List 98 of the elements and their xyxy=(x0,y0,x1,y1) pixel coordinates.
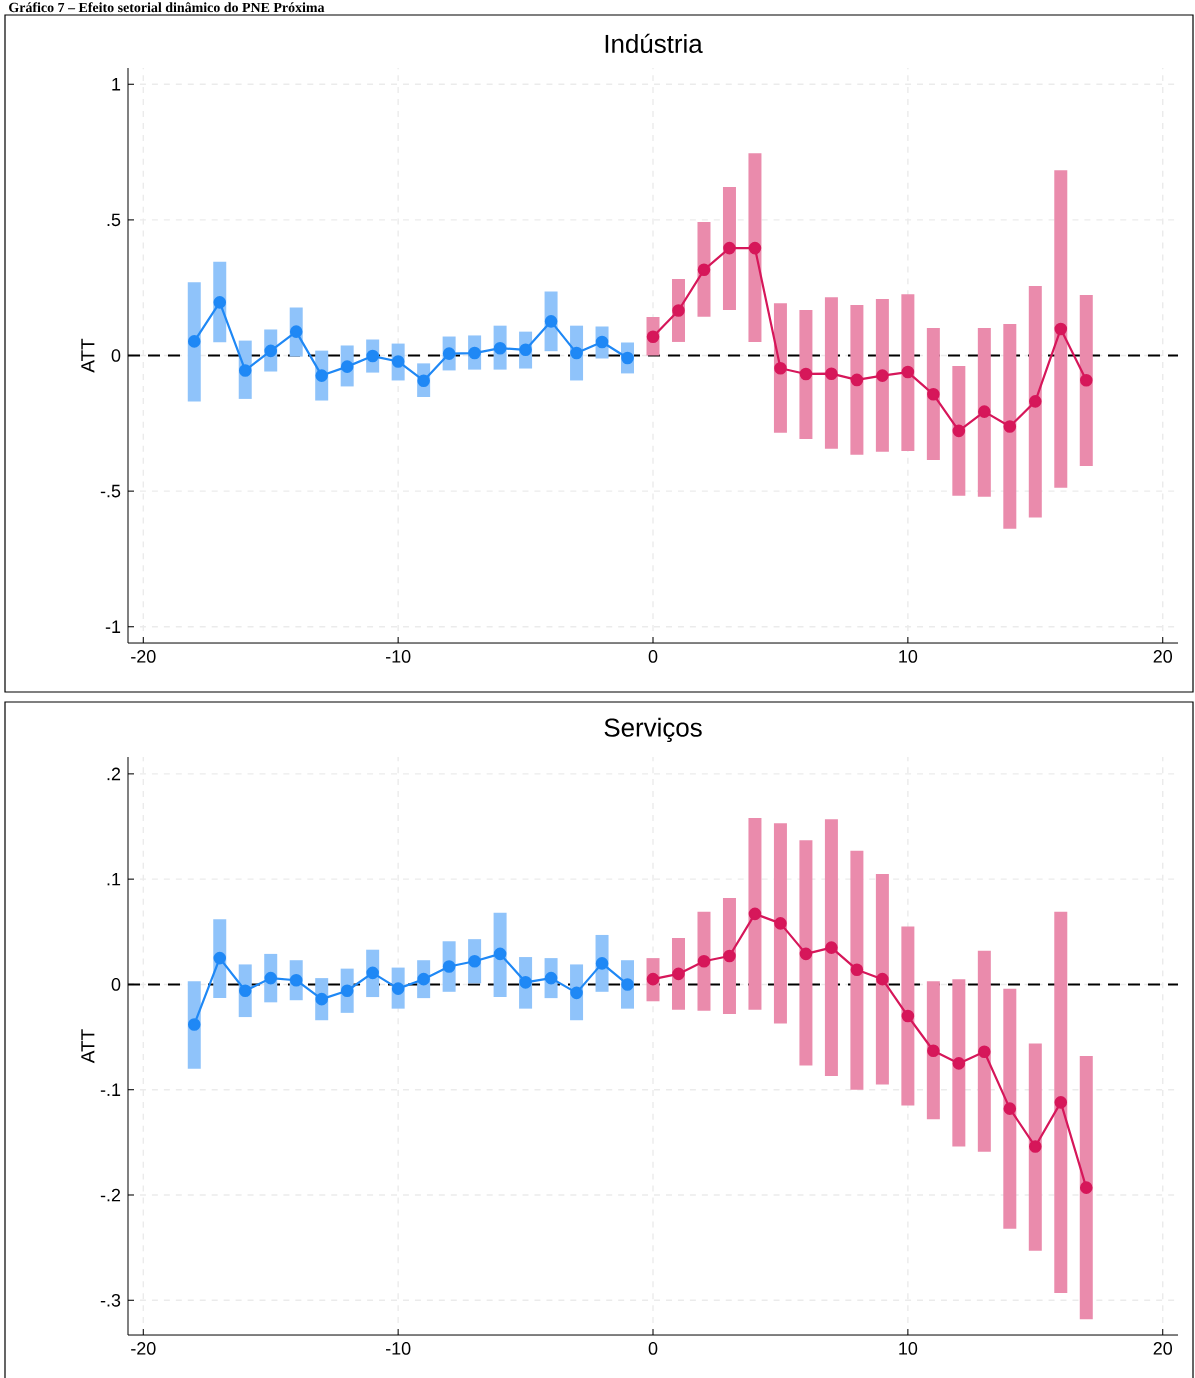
y-axis-title: ATT xyxy=(81,1029,95,1064)
chart-title: Serviços xyxy=(604,717,702,743)
point xyxy=(289,973,303,987)
point xyxy=(213,296,227,309)
point xyxy=(774,361,787,375)
point xyxy=(748,907,762,921)
point xyxy=(315,992,328,1006)
point xyxy=(672,967,685,981)
point xyxy=(340,360,354,373)
point xyxy=(672,304,685,317)
point xyxy=(850,373,864,387)
point xyxy=(366,966,379,980)
point xyxy=(315,369,328,382)
y-tick-label: -.1 xyxy=(100,1083,121,1096)
point xyxy=(1054,1096,1068,1109)
y-tick-label: -.3 xyxy=(100,1293,121,1307)
point xyxy=(723,949,736,963)
x-tick-label: 20 xyxy=(1153,650,1173,663)
point xyxy=(264,971,278,985)
point xyxy=(544,315,558,328)
point xyxy=(1079,373,1093,387)
point xyxy=(468,346,481,360)
point xyxy=(621,351,634,365)
y-tick-label: .5 xyxy=(107,213,121,227)
point xyxy=(468,954,481,968)
y-tick-label: -1 xyxy=(105,620,121,633)
chart-title: Indústria xyxy=(605,33,703,54)
point xyxy=(570,346,583,360)
point xyxy=(799,367,813,381)
point xyxy=(1003,1102,1017,1115)
point xyxy=(519,343,532,357)
point xyxy=(391,355,405,368)
point xyxy=(952,1057,966,1070)
point xyxy=(646,330,660,344)
point xyxy=(748,241,762,255)
point xyxy=(1029,1140,1042,1153)
x-tick-label: -10 xyxy=(386,650,411,663)
point xyxy=(697,263,711,277)
point xyxy=(442,960,456,973)
point xyxy=(1003,420,1017,433)
point xyxy=(493,341,507,355)
point xyxy=(417,972,430,986)
x-tick-label: -10 xyxy=(386,1342,411,1355)
point xyxy=(238,364,252,377)
point xyxy=(187,1018,201,1031)
point xyxy=(876,972,889,986)
y-tick-label: -.2 xyxy=(100,1188,121,1202)
point xyxy=(391,982,405,995)
point xyxy=(978,1045,991,1059)
point xyxy=(493,947,507,961)
point xyxy=(544,971,558,985)
point xyxy=(340,984,354,998)
x-tick-label: 0 xyxy=(648,1342,658,1355)
point xyxy=(595,957,609,970)
point xyxy=(213,951,227,965)
x-tick-label: -20 xyxy=(131,1342,156,1355)
text: Gráfico 7 – Efeito setorial dinâmico do PNE Próxima xyxy=(9,2,325,13)
point xyxy=(646,972,660,986)
point xyxy=(876,369,889,382)
y-tick-label: 0 xyxy=(111,349,121,362)
point xyxy=(289,325,303,338)
point xyxy=(850,963,864,976)
point xyxy=(927,1044,940,1058)
x-tick-label: -20 xyxy=(131,650,156,663)
y-tick-label: .1 xyxy=(107,872,121,886)
point xyxy=(697,954,711,968)
point xyxy=(519,976,532,989)
point xyxy=(187,335,201,348)
point xyxy=(723,241,736,255)
point xyxy=(442,347,456,360)
point xyxy=(978,405,991,418)
point xyxy=(1079,1181,1093,1194)
y-tick-label: -.5 xyxy=(100,484,121,498)
point xyxy=(825,941,838,954)
x-tick-label: 10 xyxy=(899,650,918,663)
x-tick-label: 20 xyxy=(1153,1342,1173,1355)
x-tick-label: 0 xyxy=(648,650,658,663)
point xyxy=(595,335,609,349)
point xyxy=(417,374,430,388)
point xyxy=(952,424,966,438)
point xyxy=(927,387,940,401)
point xyxy=(1029,395,1042,408)
point xyxy=(238,984,252,998)
y-axis-title: ATT xyxy=(81,338,95,373)
point xyxy=(621,978,634,991)
point xyxy=(366,349,379,363)
point xyxy=(901,1009,915,1023)
y-tick-label: 1 xyxy=(112,78,121,91)
point xyxy=(570,986,583,1000)
x-tick-label: 10 xyxy=(899,1342,918,1355)
y-tick-label: 0 xyxy=(111,978,121,991)
point xyxy=(901,365,915,379)
point xyxy=(799,947,813,961)
point xyxy=(1054,322,1068,336)
point xyxy=(264,344,278,358)
point xyxy=(825,367,838,380)
y-tick-label: .2 xyxy=(107,767,121,781)
point xyxy=(774,917,787,930)
